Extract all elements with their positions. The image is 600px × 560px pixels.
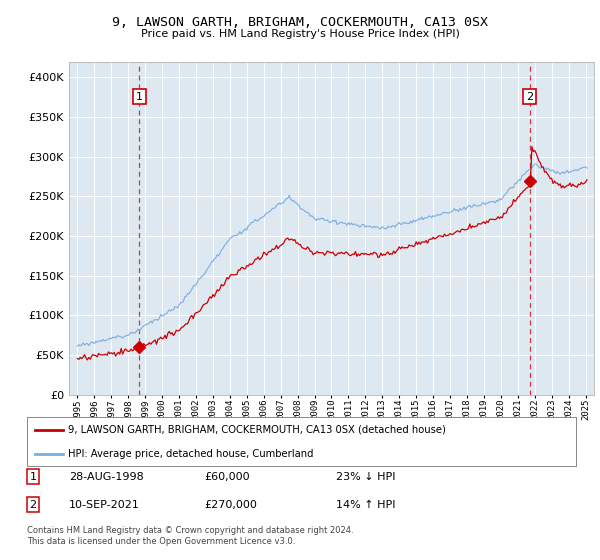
Text: £270,000: £270,000 (204, 500, 257, 510)
Text: 28-AUG-1998: 28-AUG-1998 (69, 472, 144, 482)
Text: £60,000: £60,000 (204, 472, 250, 482)
Text: 2: 2 (526, 92, 533, 101)
Text: 10-SEP-2021: 10-SEP-2021 (69, 500, 140, 510)
Text: 14% ↑ HPI: 14% ↑ HPI (336, 500, 395, 510)
Text: 2: 2 (29, 500, 37, 510)
Text: 1: 1 (136, 92, 143, 101)
Text: 9, LAWSON GARTH, BRIGHAM, COCKERMOUTH, CA13 0SX: 9, LAWSON GARTH, BRIGHAM, COCKERMOUTH, C… (112, 16, 488, 29)
Text: HPI: Average price, detached house, Cumberland: HPI: Average price, detached house, Cumb… (68, 449, 314, 459)
Text: 23% ↓ HPI: 23% ↓ HPI (336, 472, 395, 482)
Text: Price paid vs. HM Land Registry's House Price Index (HPI): Price paid vs. HM Land Registry's House … (140, 29, 460, 39)
Text: 9, LAWSON GARTH, BRIGHAM, COCKERMOUTH, CA13 0SX (detached house): 9, LAWSON GARTH, BRIGHAM, COCKERMOUTH, C… (68, 425, 446, 435)
Text: 1: 1 (29, 472, 37, 482)
Text: Contains HM Land Registry data © Crown copyright and database right 2024.
This d: Contains HM Land Registry data © Crown c… (27, 526, 353, 546)
